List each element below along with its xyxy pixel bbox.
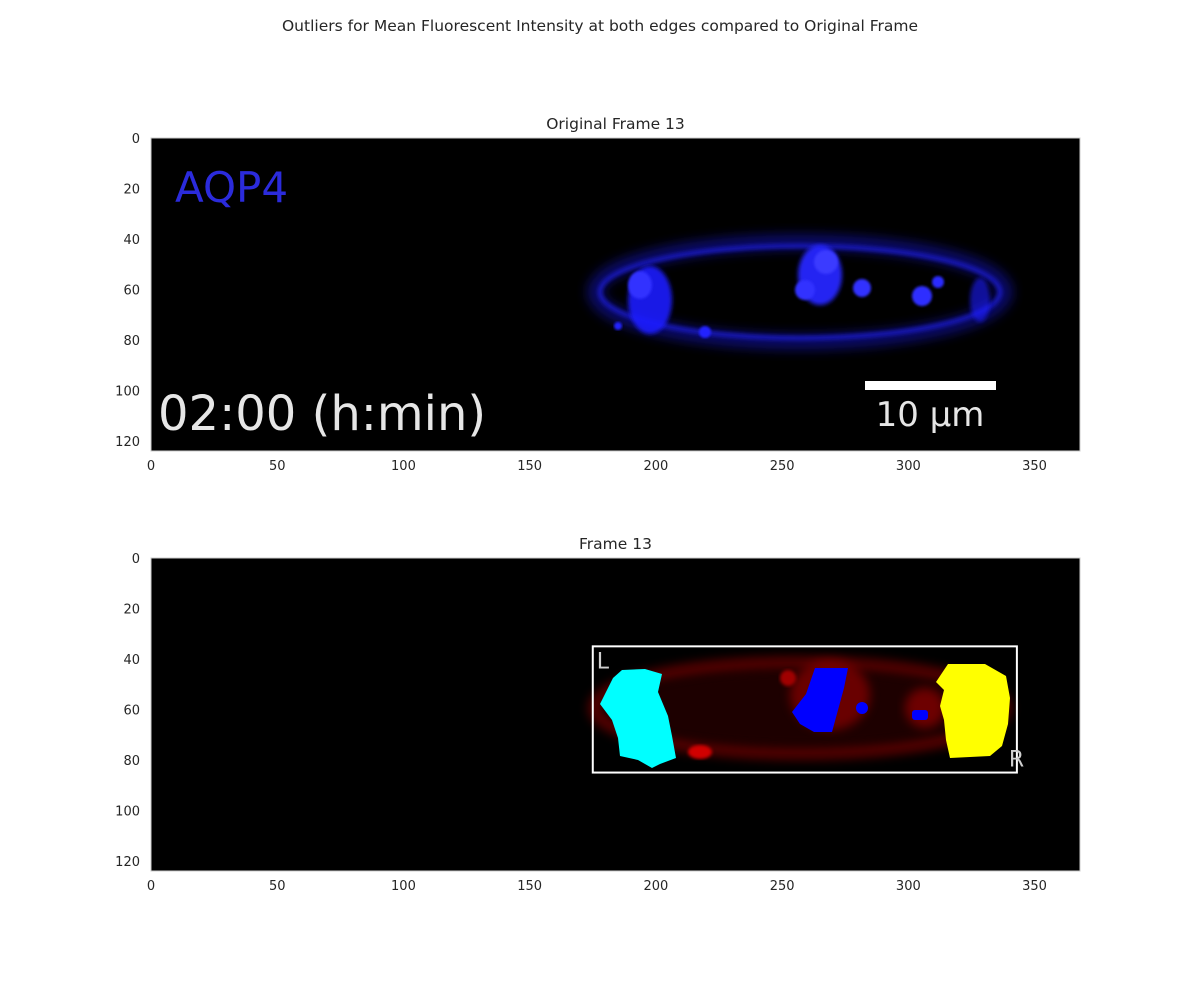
- frame-panel: Frame 13 L R 0 50 100 150 200 250 300 350 0 20 40 6…: [0, 420, 1200, 920]
- y-tick-label: 60: [123, 283, 140, 298]
- y-tick-label: 20: [123, 182, 140, 197]
- frame-axes: 0 50 100 150 200 250 300 350 0 20 40 60 80 100 120: [115, 552, 1047, 894]
- x-tick-label: 300: [896, 459, 921, 474]
- interior-region: [792, 668, 848, 732]
- y-tick-label: 120: [115, 855, 140, 870]
- figure-title: Outliers for Mean Fluorescent Intensity …: [281, 17, 918, 35]
- original-frame-axes: 0 50 100 150 200 250 300 350 0 20 40 60 80 100 120: [115, 132, 1047, 474]
- original-frame-title: Original Frame 13: [546, 115, 685, 133]
- interior-spot: [856, 702, 868, 714]
- x-tick-label: 0: [147, 459, 155, 474]
- y-tick-label: 0: [132, 552, 140, 567]
- x-tick-label: 100: [391, 459, 416, 474]
- x-tick-label: 300: [896, 879, 921, 894]
- interior-spot: [912, 710, 928, 720]
- x-tick-label: 50: [269, 879, 286, 894]
- right-edge-region: [936, 664, 1010, 758]
- y-tick-label: 100: [115, 804, 140, 819]
- y-tick-label: 80: [123, 334, 140, 349]
- y-tick-label: 20: [123, 602, 140, 617]
- right-edge-label: R: [1009, 748, 1024, 773]
- x-tick-label: 200: [643, 459, 668, 474]
- left-edge-label: L: [597, 649, 610, 674]
- channel-label: AQP4: [175, 163, 288, 212]
- x-tick-label: 100: [391, 879, 416, 894]
- left-edge-region: [600, 669, 676, 768]
- y-tick-label: 80: [123, 754, 140, 769]
- x-tick-label: 150: [517, 459, 542, 474]
- scalebar-label: 10 µm: [876, 395, 985, 435]
- y-tick-label: 120: [115, 435, 140, 450]
- roi-box: [591, 645, 1018, 774]
- cell-signal: [588, 235, 1012, 349]
- x-tick-label: 250: [770, 459, 795, 474]
- frame-title: Frame 13: [579, 535, 652, 553]
- y-tick-label: 40: [123, 233, 140, 248]
- x-tick-label: 0: [147, 879, 155, 894]
- original-frame-panel: Original Frame 13 AQP4 02:00 (h:min): [115, 115, 1081, 474]
- x-tick-label: 350: [1022, 879, 1047, 894]
- y-tick-label: 0: [132, 132, 140, 147]
- scalebar: [865, 381, 996, 390]
- x-tick-label: 200: [643, 879, 668, 894]
- x-tick-label: 50: [269, 459, 286, 474]
- x-tick-label: 350: [1022, 459, 1047, 474]
- timestamp-label: 02:00 (h:min): [158, 386, 486, 442]
- y-tick-label: 60: [123, 703, 140, 718]
- x-tick-label: 250: [770, 879, 795, 894]
- frame-plot: L R 0 50 100 150 200 250 300 350 0 20 40 60 80 100 120: [115, 552, 1081, 894]
- original-frame-plot: AQP4 02:00 (h:min) 10 µm 0 50 100 150 200 250…: [115, 132, 1081, 474]
- y-tick-label: 100: [115, 384, 140, 399]
- y-tick-label: 40: [123, 653, 140, 668]
- x-tick-label: 150: [517, 879, 542, 894]
